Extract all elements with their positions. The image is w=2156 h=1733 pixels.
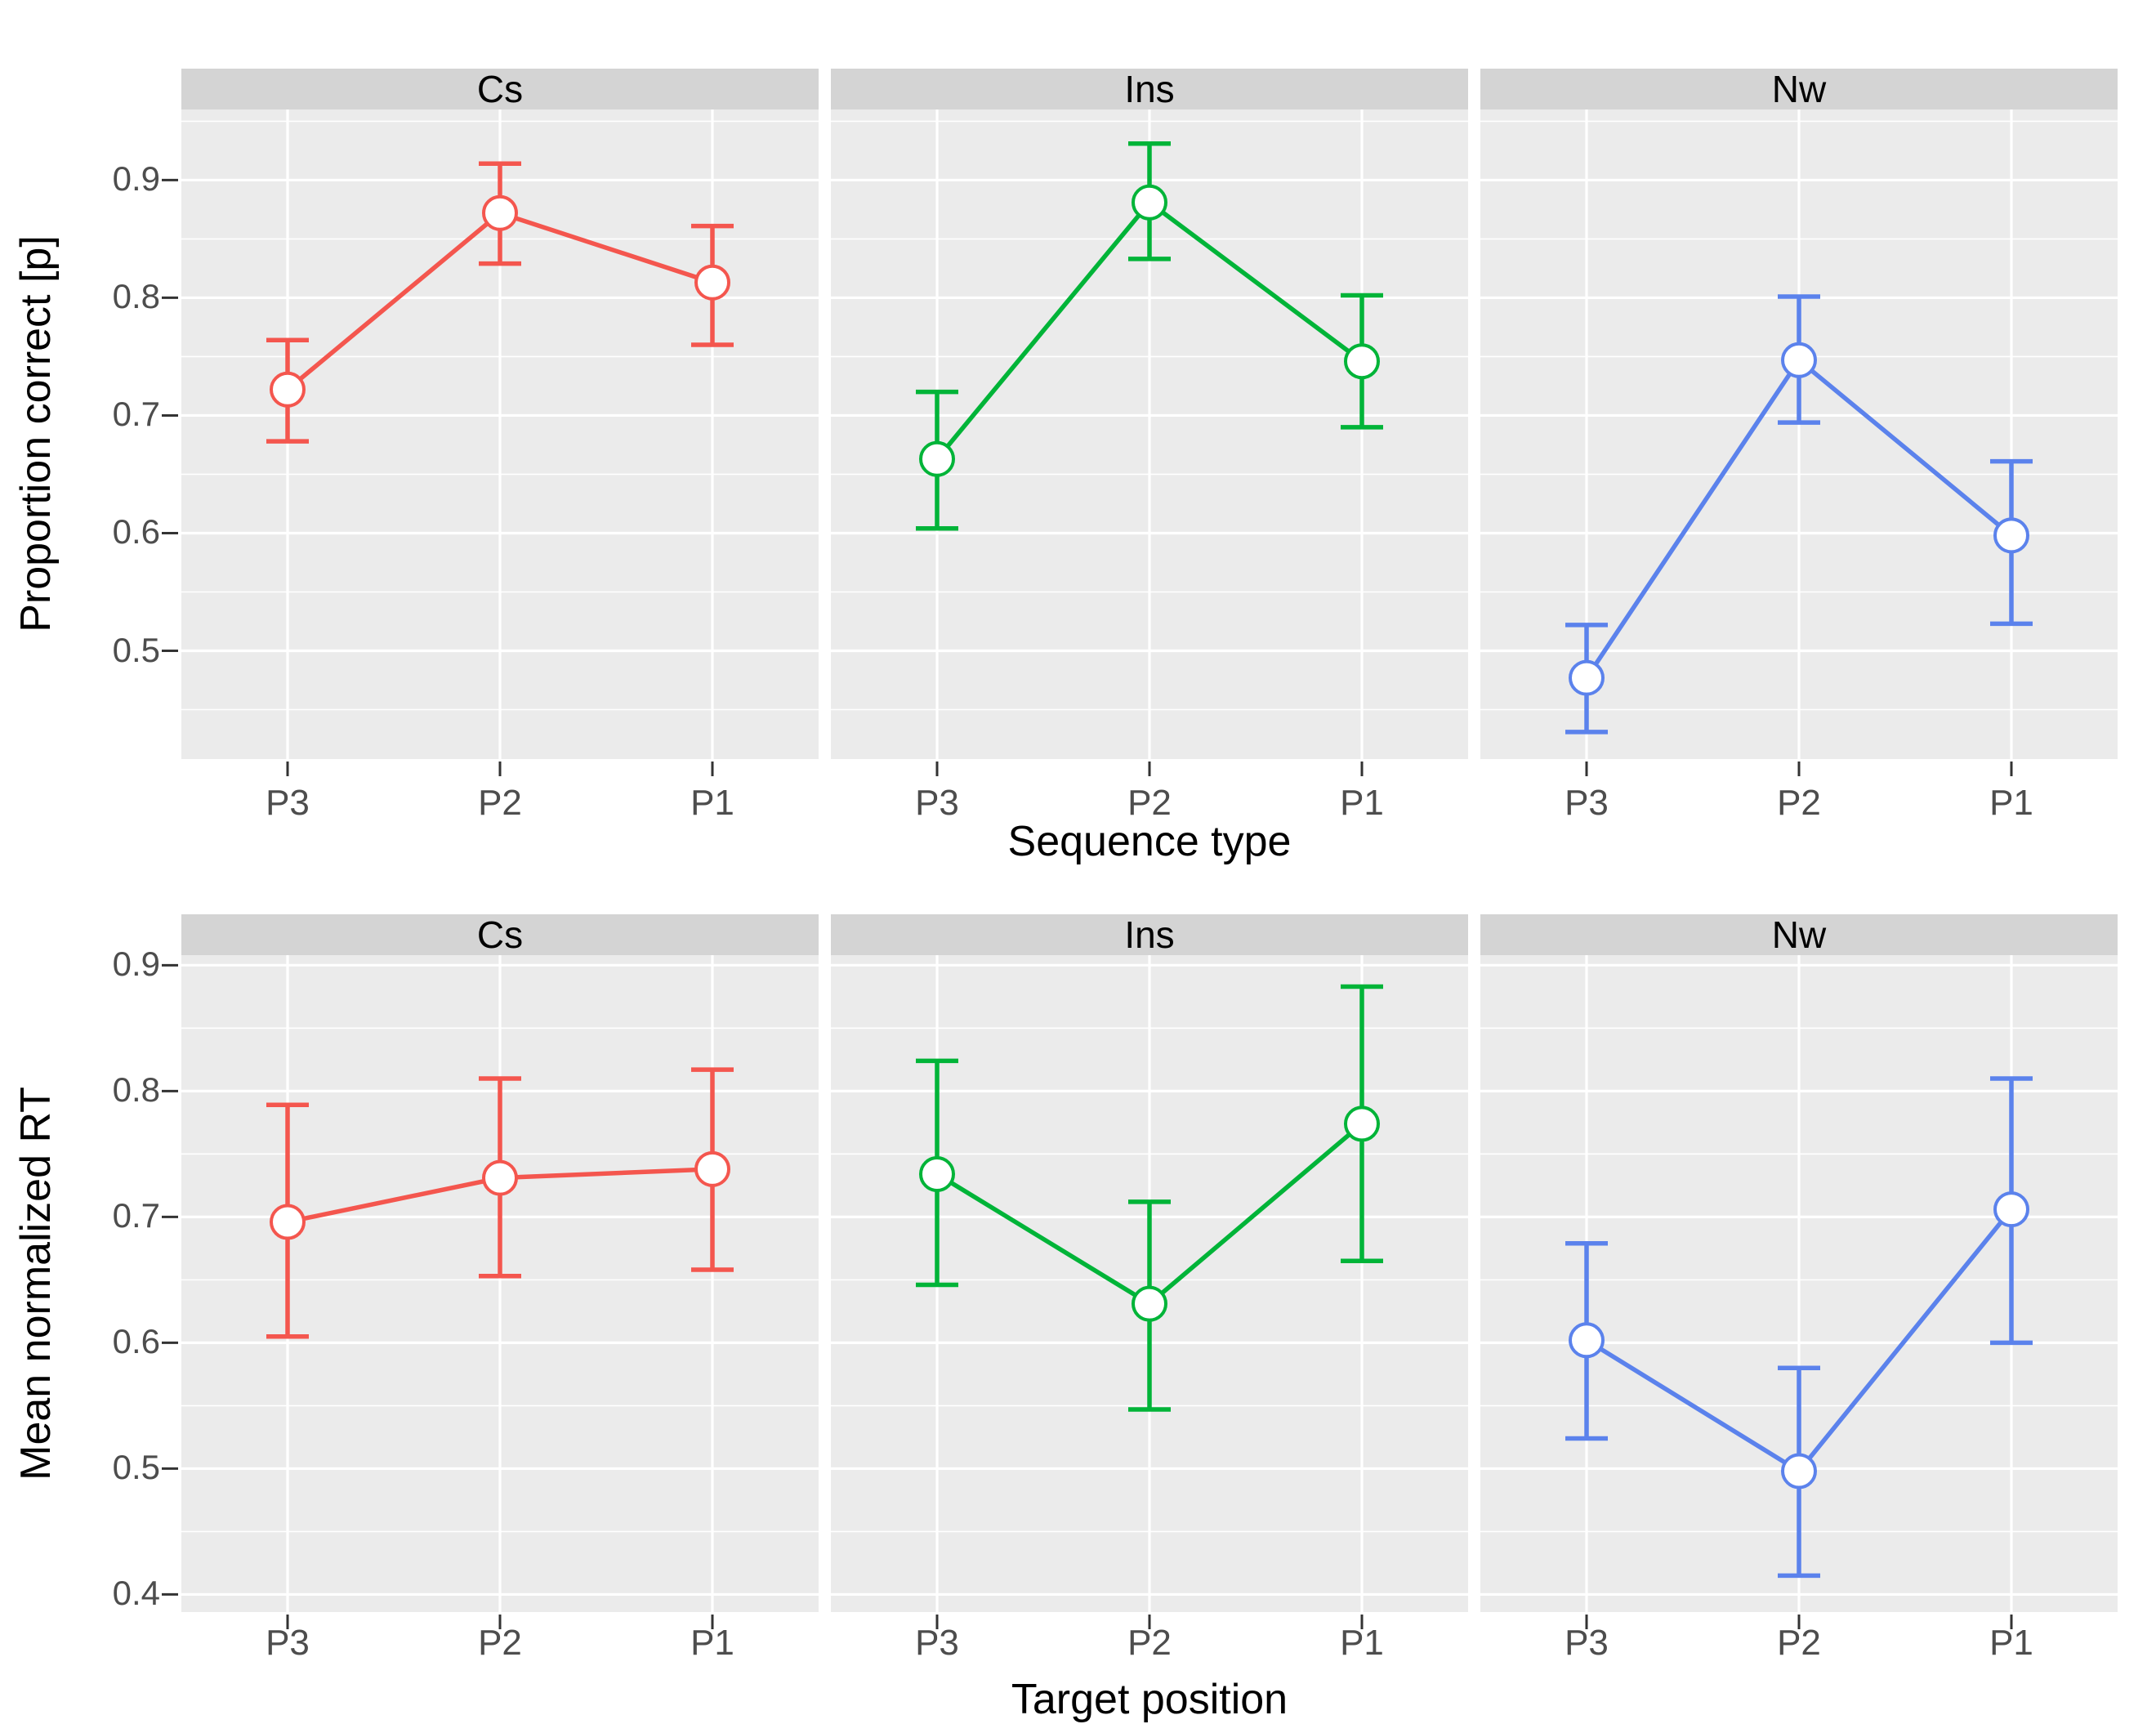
x-axis-title-sequence-type: Sequence type xyxy=(1007,818,1292,865)
y-tick-label: 0.5 xyxy=(112,630,160,669)
y-tick-label: 0.9 xyxy=(112,159,160,199)
y-tick-label: 0.5 xyxy=(112,1448,160,1487)
x-tick-label: P2 xyxy=(1777,1623,1821,1663)
data-point-nw-p3 xyxy=(1569,1322,1605,1359)
x-tick-label: P3 xyxy=(266,1623,310,1663)
data-point-nw-p2 xyxy=(1781,342,1817,378)
y-tick-label: 0.8 xyxy=(112,277,160,316)
y-tick-label: 0.7 xyxy=(112,395,160,434)
data-point-cs-p3 xyxy=(270,371,306,408)
x-tick-label: P1 xyxy=(1340,783,1384,823)
x-tick-label: P2 xyxy=(1127,783,1172,823)
y-tick-label: 0.8 xyxy=(112,1070,160,1110)
x-tick-label: P3 xyxy=(915,1623,959,1663)
x-tick-label: P2 xyxy=(1127,1623,1172,1663)
x-tick-label: P1 xyxy=(690,783,734,823)
data-point-ins-p2 xyxy=(1132,184,1167,221)
facet-strip-nw: Nw xyxy=(1480,914,2118,955)
facet-strip-cs: Cs xyxy=(181,914,819,955)
data-point-cs-p2 xyxy=(482,1159,518,1196)
data-point-ins-p1 xyxy=(1344,1105,1380,1142)
data-point-cs-p2 xyxy=(482,194,518,231)
x-tick-label: P2 xyxy=(478,783,522,823)
data-point-nw-p3 xyxy=(1569,659,1605,696)
x-tick-label: P3 xyxy=(1565,1623,1609,1663)
y-axis-title-rt: Mean normalized RT xyxy=(12,1087,60,1481)
data-point-ins-p3 xyxy=(919,440,955,477)
y-tick-label: 0.4 xyxy=(112,1574,160,1613)
data-point-cs-p1 xyxy=(694,264,730,301)
facet-strip-nw: Nw xyxy=(1480,69,2118,109)
facet-strip-cs: Cs xyxy=(181,69,819,109)
x-tick-label: P3 xyxy=(1565,783,1609,823)
x-tick-label: P3 xyxy=(915,783,959,823)
data-point-nw-p1 xyxy=(1993,1191,2029,1228)
x-tick-label: P1 xyxy=(1340,1623,1384,1663)
facet-strip-ins: Ins xyxy=(831,69,1468,109)
y-tick-label: 0.9 xyxy=(112,945,160,984)
x-tick-label: P3 xyxy=(266,783,310,823)
data-point-nw-p1 xyxy=(1993,517,2029,554)
data-point-ins-p2 xyxy=(1132,1285,1167,1322)
x-tick-label: P1 xyxy=(690,1623,734,1663)
data-point-cs-p3 xyxy=(270,1204,306,1240)
x-tick-label: P1 xyxy=(1989,1623,2033,1663)
data-point-ins-p3 xyxy=(919,1156,955,1192)
data-point-cs-p1 xyxy=(694,1150,730,1187)
data-point-nw-p2 xyxy=(1781,1453,1817,1490)
y-tick-label: 0.6 xyxy=(112,1322,160,1361)
facet-strip-ins: Ins xyxy=(831,914,1468,955)
x-axis-title-target-position: Target position xyxy=(1011,1676,1288,1723)
x-tick-label: P2 xyxy=(478,1623,522,1663)
data-point-ins-p1 xyxy=(1344,343,1380,380)
x-tick-label: P2 xyxy=(1777,783,1821,823)
y-tick-label: 0.7 xyxy=(112,1196,160,1235)
x-tick-label: P1 xyxy=(1989,783,2033,823)
y-tick-label: 0.6 xyxy=(112,512,160,552)
